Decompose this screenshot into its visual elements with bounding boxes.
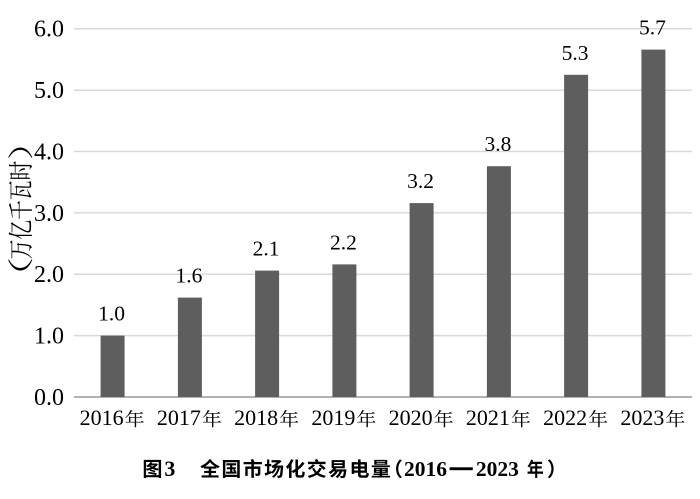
svg-text:1.0: 1.0 xyxy=(34,324,64,350)
svg-text:5.7: 5.7 xyxy=(639,16,666,40)
svg-text:2019: 2019 xyxy=(311,405,355,430)
svg-text:4.0: 4.0 xyxy=(34,139,64,165)
svg-text:6.0: 6.0 xyxy=(34,17,64,43)
svg-text:3.2: 3.2 xyxy=(407,169,434,193)
svg-text:2020: 2020 xyxy=(389,405,433,430)
svg-text:3.0: 3.0 xyxy=(34,201,64,227)
svg-text:2017: 2017 xyxy=(157,405,201,430)
svg-text:2023: 2023 xyxy=(620,405,664,430)
svg-text:3.8: 3.8 xyxy=(484,132,511,156)
svg-text:2.0: 2.0 xyxy=(34,262,64,288)
svg-text:2016: 2016 xyxy=(80,405,124,430)
svg-text:5.0: 5.0 xyxy=(34,78,64,104)
svg-text:3: 3 xyxy=(164,456,175,481)
svg-text:0.0: 0.0 xyxy=(34,385,64,411)
svg-text:2021: 2021 xyxy=(466,405,510,430)
svg-text:1.6: 1.6 xyxy=(175,264,202,288)
svg-text:1.0: 1.0 xyxy=(98,302,125,326)
svg-text:2016: 2016 xyxy=(404,457,447,481)
svg-text:5.3: 5.3 xyxy=(562,41,589,65)
svg-text:2018: 2018 xyxy=(234,405,278,430)
svg-text:2.1: 2.1 xyxy=(253,237,280,261)
svg-text:2022: 2022 xyxy=(543,405,587,430)
svg-text:2.2: 2.2 xyxy=(330,230,357,254)
svg-text:2023: 2023 xyxy=(476,457,519,481)
